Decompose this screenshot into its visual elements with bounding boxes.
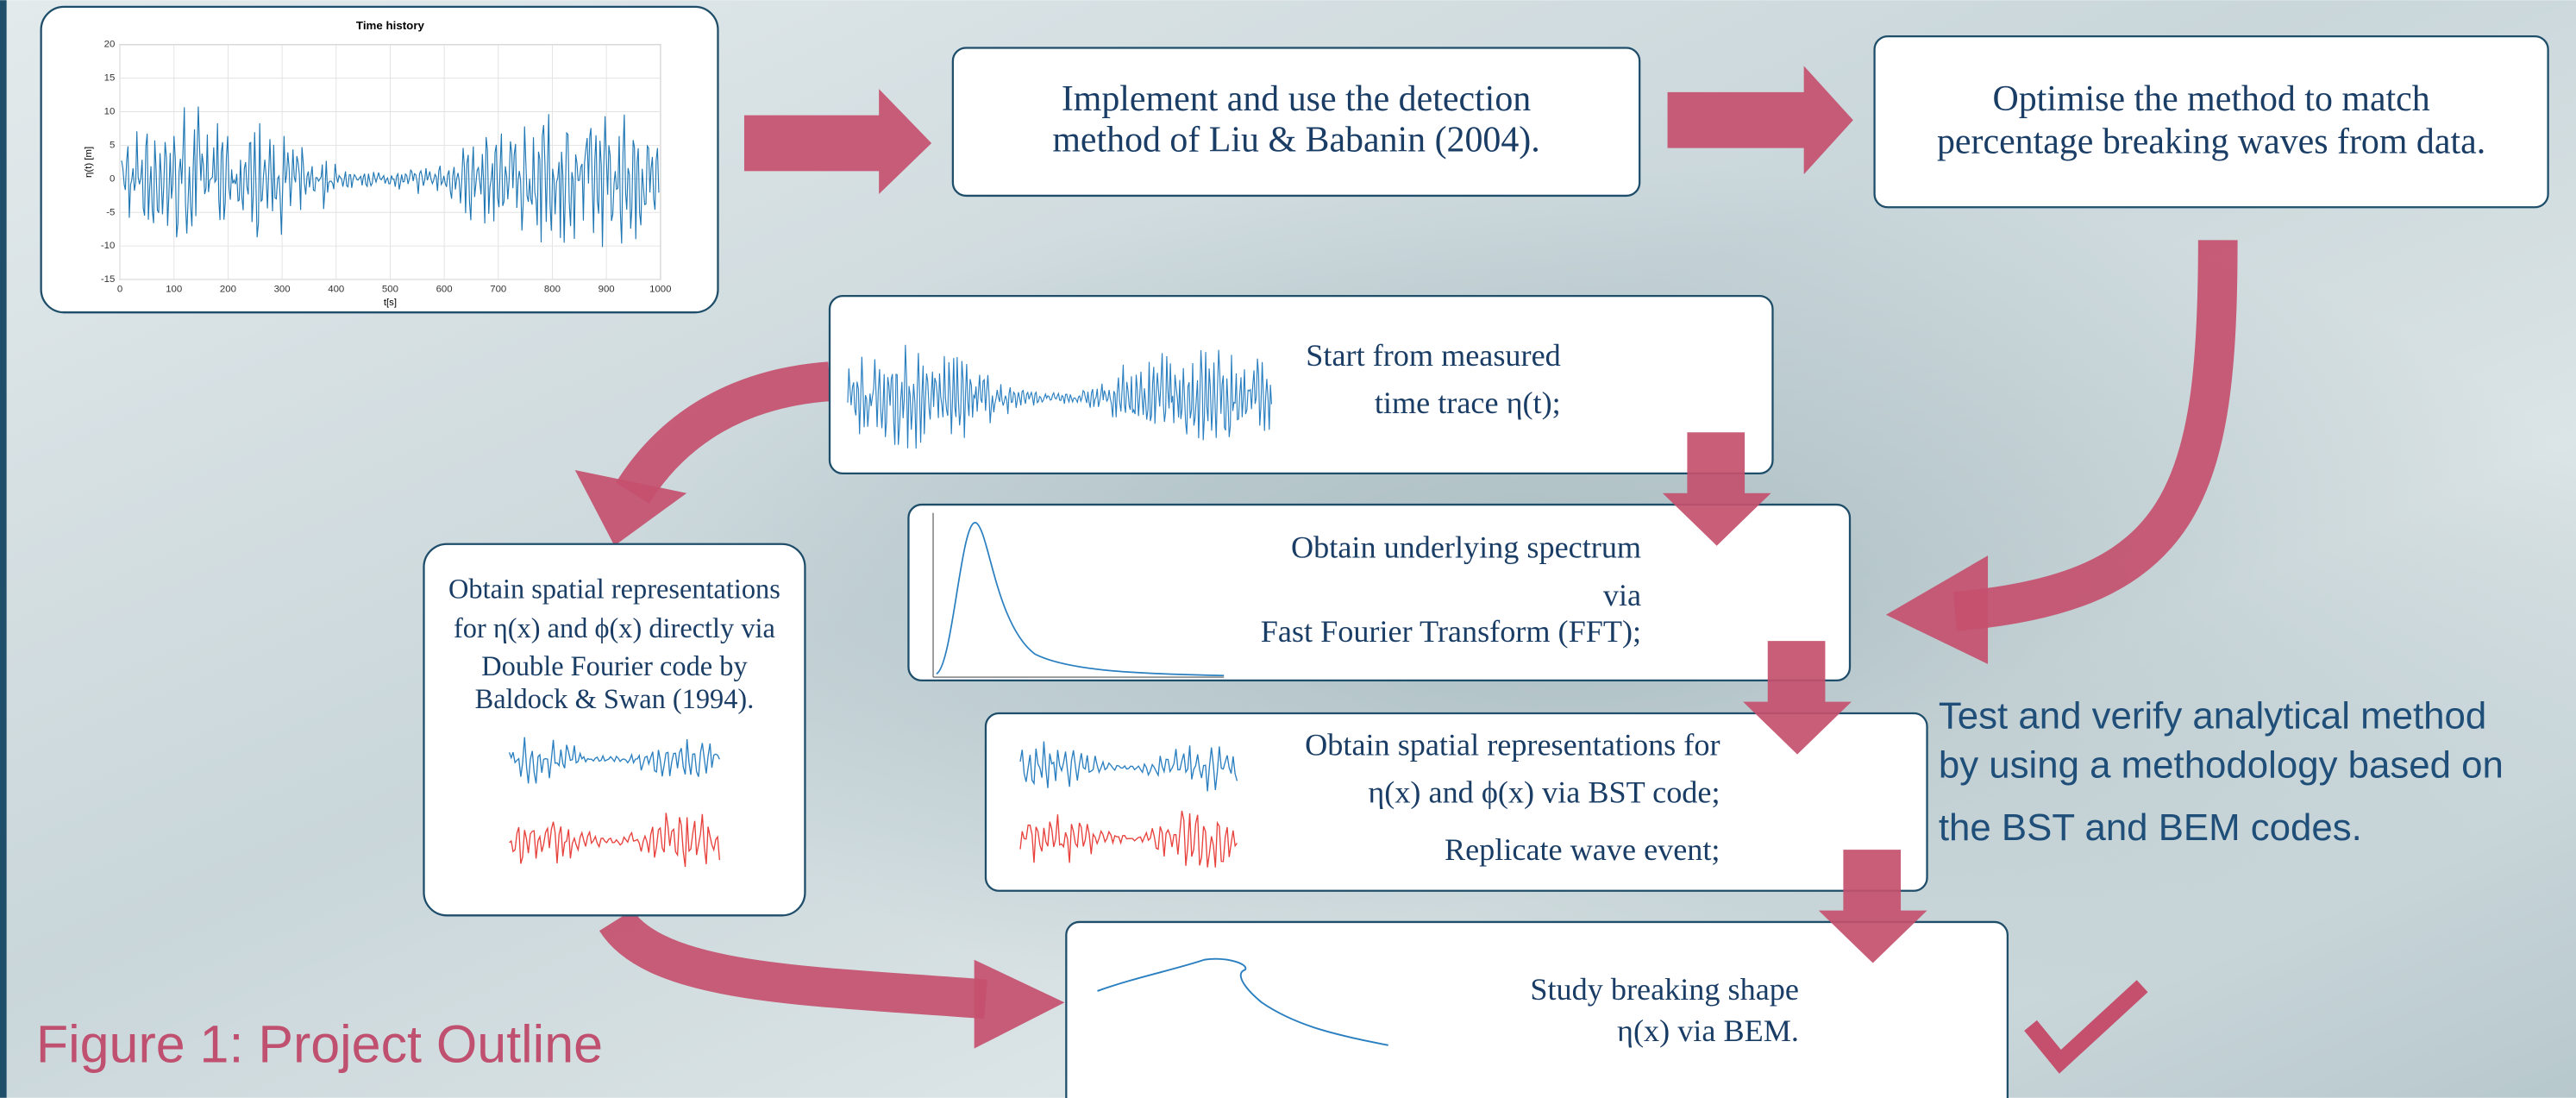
poster: -15-10-505101520010020030040050060070080… xyxy=(0,0,2576,1098)
caption: Figure 1: Project Outline xyxy=(36,1015,603,1074)
x-tick-label: 600 xyxy=(436,285,453,295)
side-note: the BST and BEM codes. xyxy=(1939,806,2362,849)
x-tick-label: 1000 xyxy=(649,285,671,295)
x-label: t[s] xyxy=(384,298,397,308)
x-tick-label: 800 xyxy=(544,285,561,295)
x-tick-label: 500 xyxy=(382,285,398,295)
x-tick-label: 700 xyxy=(490,285,506,295)
step-text: for η(x) and ϕ(x) directly via xyxy=(454,613,775,644)
y-tick-label: 10 xyxy=(104,107,116,117)
x-tick-label: 200 xyxy=(220,285,236,295)
x-tick-label: 300 xyxy=(274,285,291,295)
y-tick-label: 15 xyxy=(104,73,116,84)
side-note: Test and verify analytical method xyxy=(1939,694,2486,737)
y-tick-label: -5 xyxy=(106,207,115,217)
step-text: method of Liu & Babanin (2004). xyxy=(1052,121,1539,160)
x-tick-label: 100 xyxy=(166,285,182,295)
step-text: time trace η(t); xyxy=(1375,386,1561,420)
step-text: Start from measured xyxy=(1306,338,1560,373)
y-tick-label: -10 xyxy=(101,241,116,251)
y-tick-label: 20 xyxy=(104,40,116,50)
x-tick-label: 900 xyxy=(599,285,615,295)
y-label: η(t) [m] xyxy=(84,147,94,178)
y-tick-label: -15 xyxy=(101,274,116,285)
y-tick-label: 0 xyxy=(110,173,115,184)
step-text: Study breaking shape xyxy=(1530,972,1799,1007)
step-text: Replicate wave event; xyxy=(1445,832,1720,867)
step-text: Fast Fourier Transform (FFT); xyxy=(1261,614,1641,649)
x-tick-label: 0 xyxy=(117,285,122,295)
side-note: by using a methodology based on xyxy=(1939,744,2504,786)
step-text: Implement and use the detection xyxy=(1062,79,1531,119)
step-text: Optimise the method to match xyxy=(1992,79,2429,119)
step-text: Obtain spatial representations for xyxy=(1305,727,1720,762)
x-tick-label: 400 xyxy=(328,285,344,295)
step-text: η(x) via BEM. xyxy=(1617,1013,1799,1048)
step-text: η(x) and ϕ(x) via BST code; xyxy=(1368,775,1720,810)
step-text: percentage breaking waves from data. xyxy=(1937,122,2485,161)
step-text: Obtain underlying spectrum xyxy=(1291,530,1641,565)
step-text: Obtain spatial representations xyxy=(448,574,780,605)
plot-title: Time history xyxy=(356,19,425,32)
left-border xyxy=(0,0,7,1098)
step-text: Baldock & Swan (1994). xyxy=(475,684,755,715)
step-text: via xyxy=(1603,578,1641,612)
y-tick-label: 5 xyxy=(110,140,115,150)
step-text: Double Fourier code by xyxy=(481,651,748,682)
